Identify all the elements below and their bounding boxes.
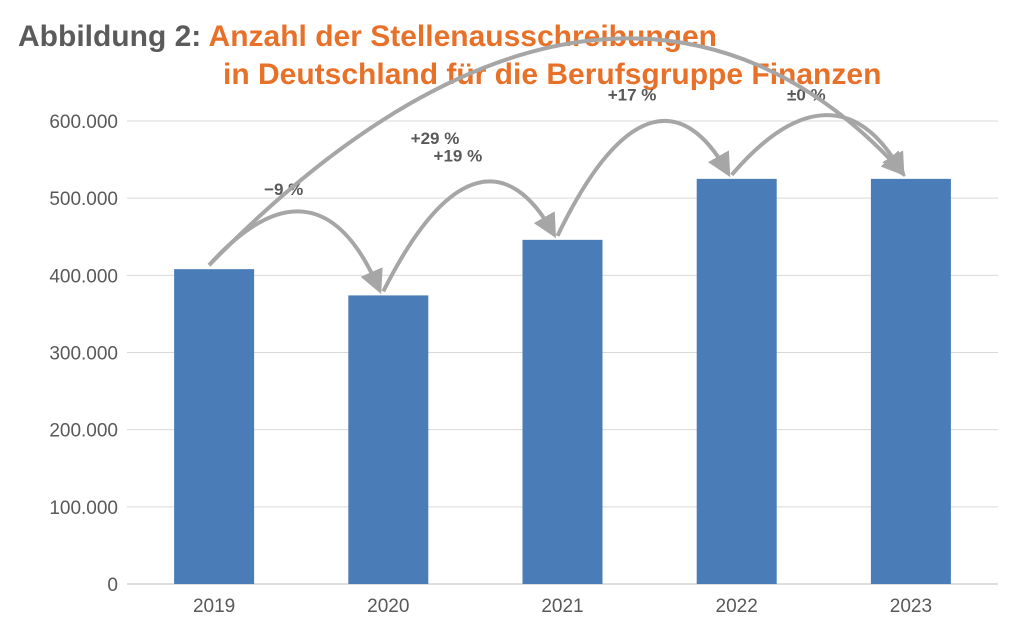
change-arrow: [555, 119, 731, 237]
y-tick-label: 400.000: [49, 266, 118, 287]
y-tick-label: 600.000: [49, 112, 118, 133]
x-tick-label: 2021: [541, 596, 583, 617]
change-label: ±0 %: [787, 86, 826, 105]
bar-2019: [174, 269, 255, 584]
y-tick-label: 0: [107, 575, 118, 596]
bars: [174, 178, 951, 584]
x-axis-ticks: 2019 2020 2021 2022 2023: [193, 596, 932, 617]
x-tick-label: 2019: [193, 596, 235, 617]
title-line-2: in Deutschland für die Berufsgruppe Fina…: [223, 58, 882, 91]
bar-2023: [870, 178, 951, 584]
change-label: +29 %: [411, 129, 460, 148]
y-tick-label: 100.000: [49, 498, 118, 519]
x-tick-label: 2020: [367, 596, 409, 617]
title-prefix: Abbildung 2:: [18, 20, 202, 53]
y-tick-label: 500.000: [49, 189, 118, 210]
y-tick-label: 300.000: [49, 344, 118, 365]
change-arrow: [207, 36, 906, 267]
change-arrows: −9 %+19 %+17 % ±0 %+29 %: [207, 36, 906, 294]
bar-2021: [522, 239, 603, 584]
bar-2022: [696, 178, 777, 584]
y-tick-label: 200.000: [49, 421, 118, 442]
change-label: +17 %: [608, 86, 657, 105]
change-label: +19 %: [434, 147, 483, 166]
x-tick-label: 2022: [716, 596, 758, 617]
bar-2020: [348, 295, 429, 584]
y-axis-ticks: 0 100.000 200.000 300.000 400.000 500.000 600.…: [49, 112, 118, 596]
x-tick-label: 2023: [890, 596, 932, 617]
change-arrow: [381, 179, 557, 293]
change-arrow: [730, 113, 905, 178]
